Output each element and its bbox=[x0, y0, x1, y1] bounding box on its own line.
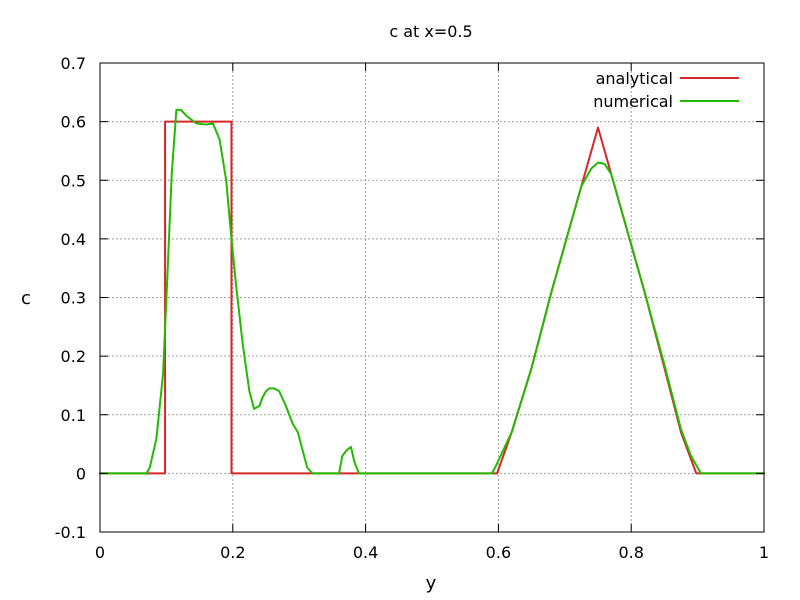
series-layer bbox=[99, 108, 765, 475]
series-line-numerical bbox=[99, 108, 765, 475]
y-tick-label: 0.5 bbox=[61, 171, 86, 190]
x-tick-label: 0.2 bbox=[220, 543, 245, 562]
x-tick-label: 0 bbox=[95, 543, 105, 562]
legend: analytical numerical bbox=[593, 69, 739, 111]
y-tick-label: 0.4 bbox=[61, 230, 86, 249]
y-axis-tick-labels: -0.1 0 0.1 0.2 0.3 0.4 0.5 0.6 0.7 bbox=[55, 54, 86, 542]
chart-title: c at x=0.5 bbox=[389, 22, 472, 41]
x-tick-label: 0.8 bbox=[618, 543, 643, 562]
legend-label-analytical: analytical bbox=[596, 69, 673, 88]
y-tick-label: 0 bbox=[76, 464, 86, 483]
legend-label-numerical: numerical bbox=[593, 92, 673, 111]
y-tick-label: 0.3 bbox=[61, 289, 86, 308]
y-axis-label: c bbox=[21, 288, 31, 309]
x-tick-label: 0.6 bbox=[486, 543, 511, 562]
y-tick-label: 0.2 bbox=[61, 347, 86, 366]
y-tick-label: -0.1 bbox=[55, 523, 86, 542]
tick-marks bbox=[99, 62, 765, 533]
x-axis-label: y bbox=[426, 573, 437, 594]
y-tick-label: 0.1 bbox=[61, 406, 86, 425]
x-tick-label: 1 bbox=[759, 543, 769, 562]
x-tick-label: 0.4 bbox=[353, 543, 378, 562]
y-tick-label: 0.7 bbox=[61, 54, 86, 73]
x-axis-tick-labels: 0 0.2 0.4 0.6 0.8 1 bbox=[95, 543, 769, 562]
grid bbox=[100, 63, 764, 532]
y-tick-label: 0.6 bbox=[61, 113, 86, 132]
